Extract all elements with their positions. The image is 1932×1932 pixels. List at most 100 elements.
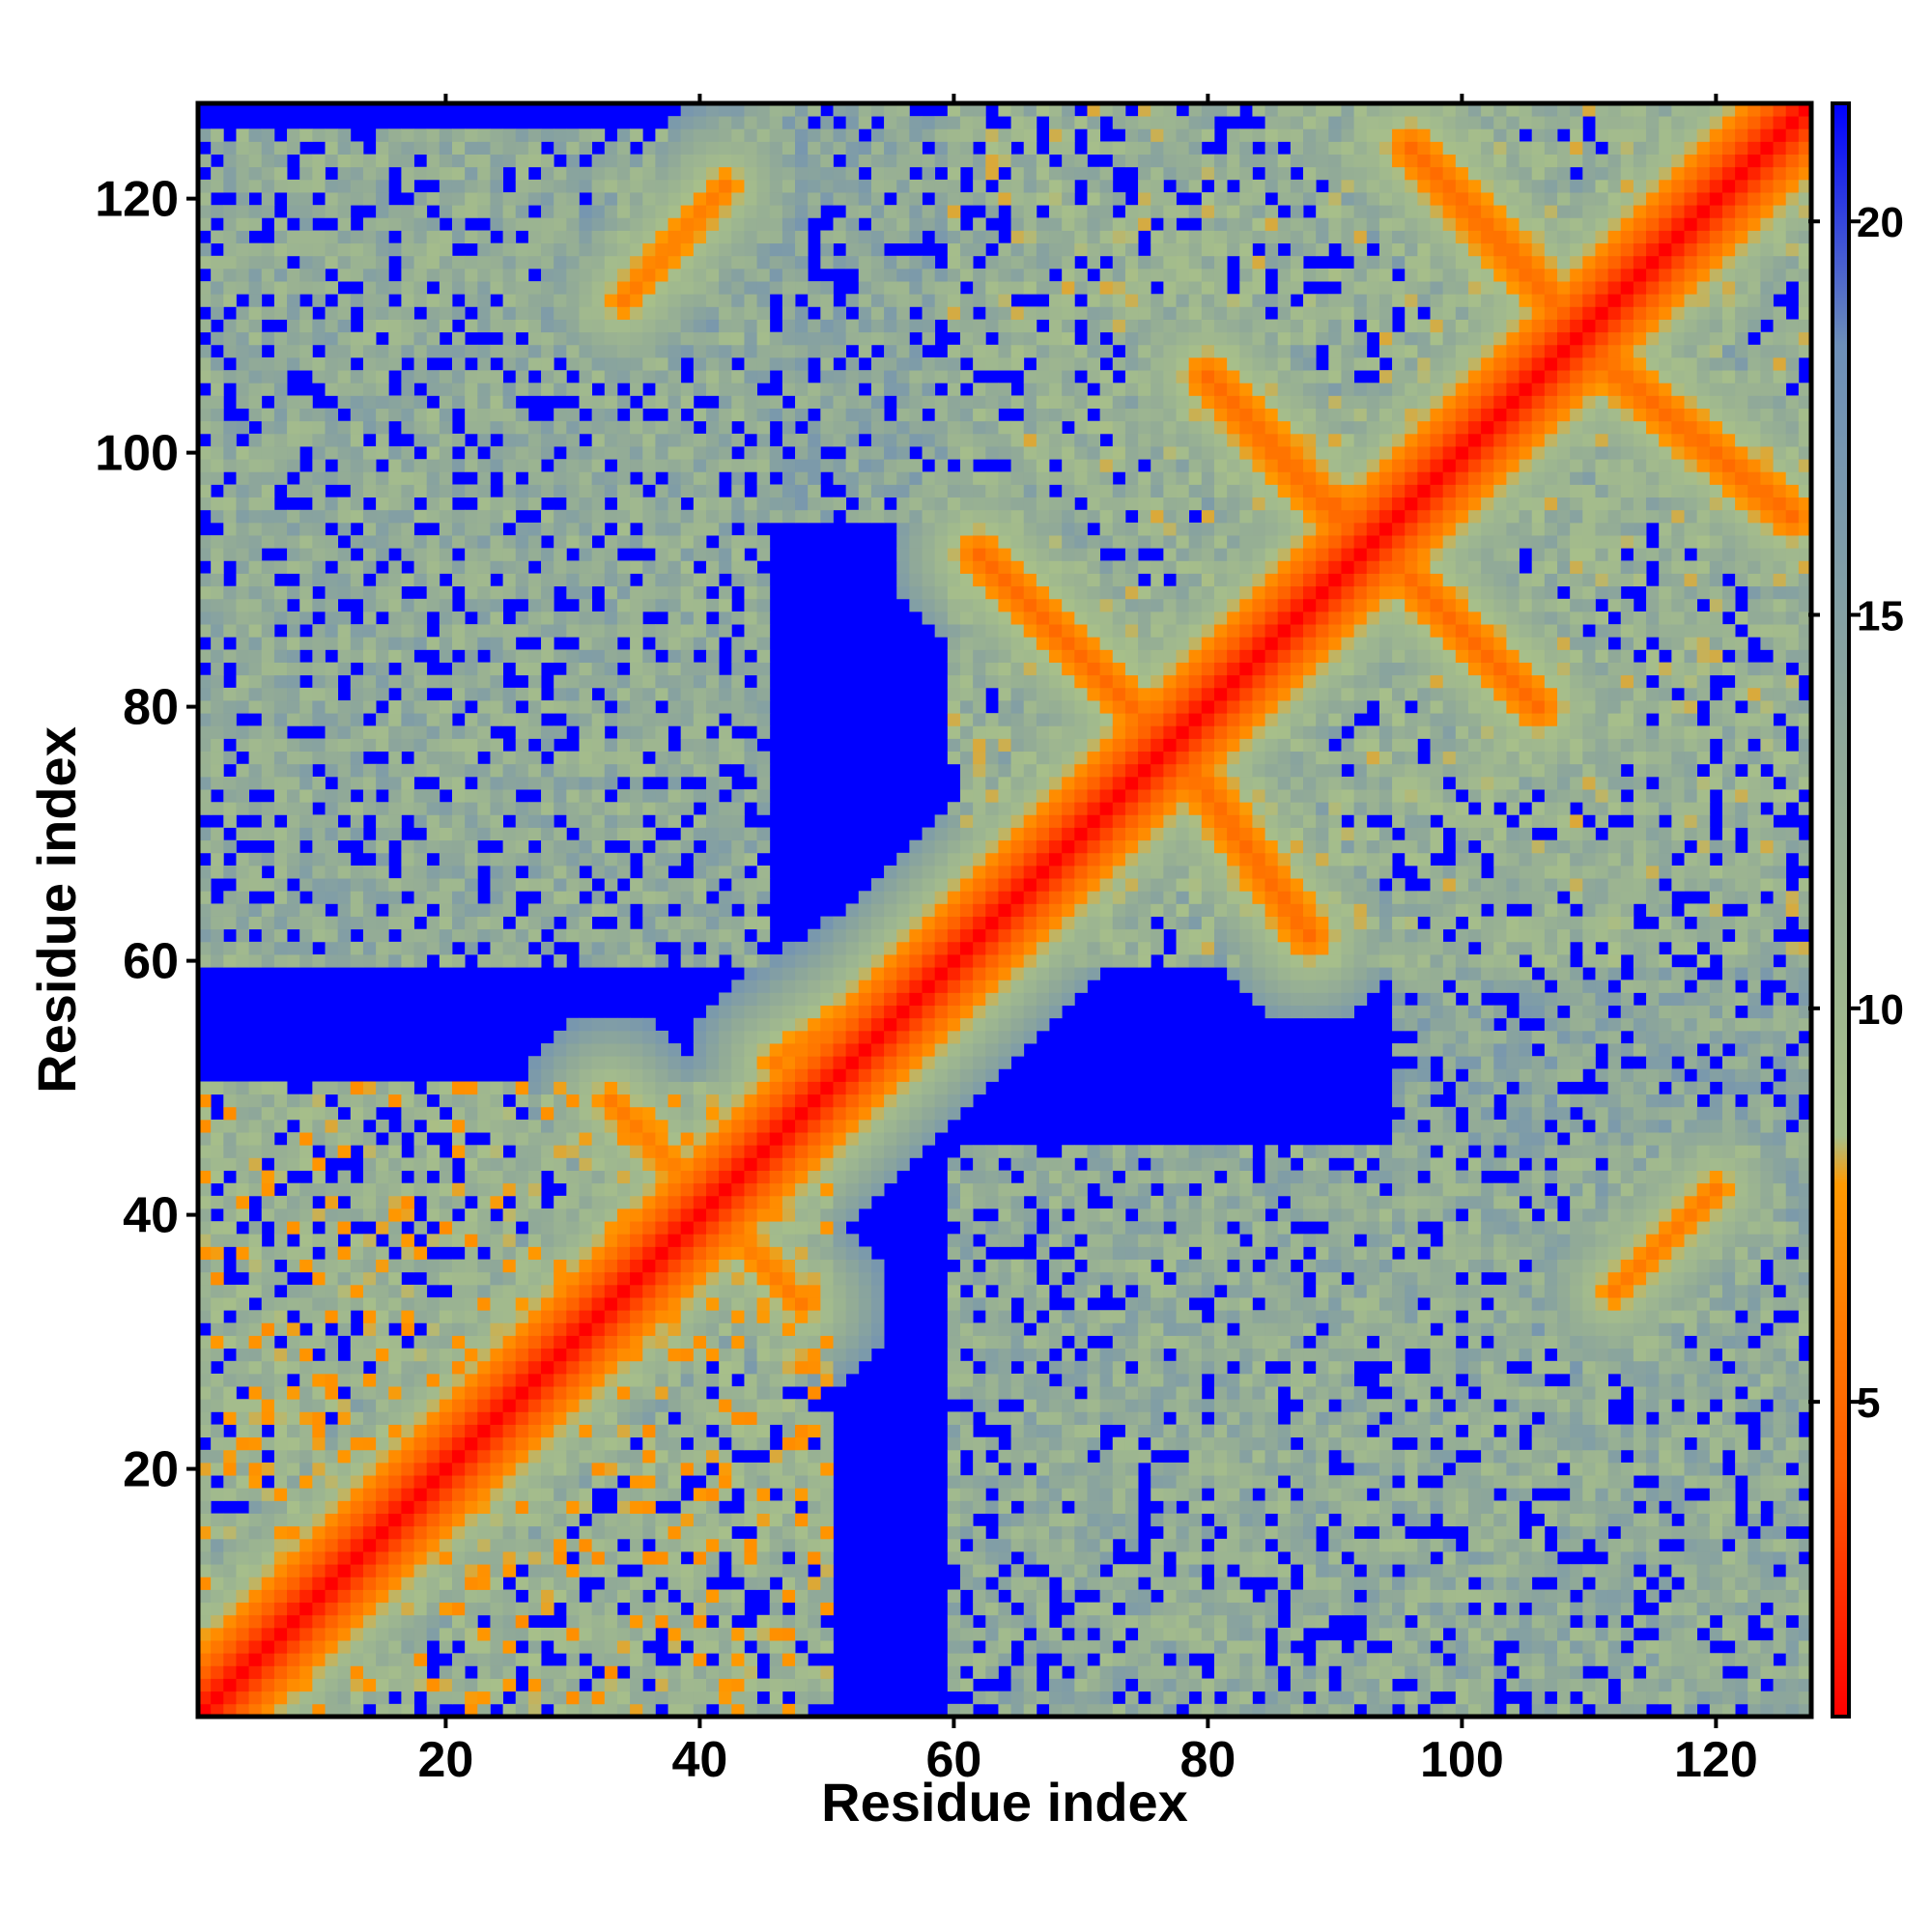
heatmap-cell [719, 1170, 732, 1184]
heatmap-cell [299, 1500, 313, 1515]
heatmap-cell [401, 1386, 414, 1400]
heatmap-cell [795, 941, 809, 955]
heatmap-cell [299, 255, 313, 270]
heatmap-cell [273, 637, 288, 650]
heatmap-cell [756, 548, 771, 561]
heatmap-cell [719, 1373, 732, 1387]
heatmap-cell [655, 370, 668, 384]
heatmap-cell [388, 674, 402, 689]
heatmap-cell [477, 852, 491, 867]
heatmap-cell [719, 1449, 732, 1463]
heatmap-cell [362, 446, 377, 460]
heatmap-cell [731, 1068, 745, 1082]
heatmap-cell [744, 116, 757, 129]
heatmap-cell [680, 891, 695, 904]
heatmap-cell [527, 535, 542, 549]
heatmap-cell [236, 1525, 249, 1540]
heatmap-cell [769, 356, 783, 371]
heatmap-cell [705, 700, 720, 714]
heatmap-cell [490, 1665, 503, 1679]
heatmap-cell [236, 230, 249, 244]
heatmap-cell [451, 1436, 466, 1451]
heatmap-cell [388, 319, 402, 333]
heatmap-cell [668, 1208, 682, 1222]
heatmap-cell [554, 954, 567, 968]
heatmap-cell [630, 319, 643, 333]
heatmap-cell [566, 1653, 580, 1666]
heatmap-cell [426, 1424, 440, 1438]
heatmap-cell [744, 1551, 757, 1565]
heatmap-cell [362, 1577, 377, 1590]
heatmap-cell [719, 903, 732, 917]
heatmap-cell [769, 1259, 783, 1273]
heatmap-cell [211, 179, 224, 193]
heatmap-cell [465, 1157, 478, 1171]
heatmap-cell [655, 306, 668, 320]
heatmap-cell [337, 1208, 352, 1222]
heatmap-cell [439, 1614, 453, 1629]
heatmap-cell [439, 865, 453, 879]
heatmap-cell [604, 1653, 618, 1666]
heatmap-cell [604, 1602, 618, 1616]
heatmap-cell [211, 585, 224, 600]
heatmap-cell [198, 827, 212, 841]
heatmap-cell [579, 205, 593, 218]
heatmap-cell [604, 1348, 618, 1362]
heatmap-cell [616, 1500, 631, 1515]
heatmap-cell [795, 1577, 809, 1590]
heatmap-cell [731, 852, 745, 867]
heatmap-cell [820, 1602, 834, 1616]
heatmap-cell [261, 928, 275, 943]
heatmap-cell [465, 738, 478, 753]
heatmap-cell [781, 1221, 796, 1235]
heatmap-cell [616, 1322, 631, 1336]
heatmap-cell [465, 751, 478, 765]
heatmap-cell [248, 154, 263, 168]
heatmap-cell [719, 205, 732, 218]
heatmap-cell [655, 281, 668, 295]
heatmap-cell [744, 903, 757, 917]
heatmap-cell [756, 408, 771, 422]
heatmap-cell [477, 1094, 491, 1108]
heatmap-cell [731, 611, 745, 625]
heatmap-cell [616, 1678, 631, 1692]
heatmap-cell [299, 1488, 313, 1501]
heatmap-cell [604, 1373, 618, 1387]
heatmap-cell [401, 1678, 414, 1692]
heatmap-cell [451, 1094, 466, 1108]
heatmap-cell [502, 408, 517, 422]
heatmap-cell [693, 1119, 707, 1133]
heatmap-cell [248, 903, 263, 917]
heatmap-cell [680, 1513, 695, 1527]
heatmap-cell [630, 1653, 643, 1666]
heatmap-cell [541, 1234, 554, 1247]
heatmap-cell [413, 1463, 428, 1476]
heatmap-cell [287, 1246, 300, 1261]
heatmap-cell [616, 1690, 631, 1705]
heatmap-cell [388, 1132, 402, 1146]
heatmap-cell [769, 1513, 783, 1527]
heatmap-cell [769, 1170, 783, 1184]
heatmap-cell [808, 471, 821, 485]
heatmap-cell [795, 497, 809, 511]
heatmap-cell [362, 1094, 377, 1108]
heatmap-cell [756, 891, 771, 904]
heatmap-cell [426, 319, 440, 333]
heatmap-cell [426, 408, 440, 422]
heatmap-cell [566, 1017, 580, 1032]
heatmap-cell [312, 1132, 326, 1146]
heatmap-cell [502, 192, 517, 206]
heatmap-cell [451, 1525, 466, 1540]
heatmap-cell [362, 535, 377, 549]
heatmap-cell [554, 1043, 567, 1057]
heatmap-cell [413, 509, 428, 524]
heatmap-cell [198, 255, 212, 270]
heatmap-cell [426, 1182, 440, 1197]
heatmap-cell [668, 789, 682, 803]
heatmap-cell [731, 294, 745, 307]
heatmap-cell [808, 1360, 821, 1375]
heatmap-cell [502, 1297, 517, 1311]
heatmap-cell [719, 1195, 732, 1209]
heatmap-cell [211, 128, 224, 142]
heatmap-cell [413, 294, 428, 307]
